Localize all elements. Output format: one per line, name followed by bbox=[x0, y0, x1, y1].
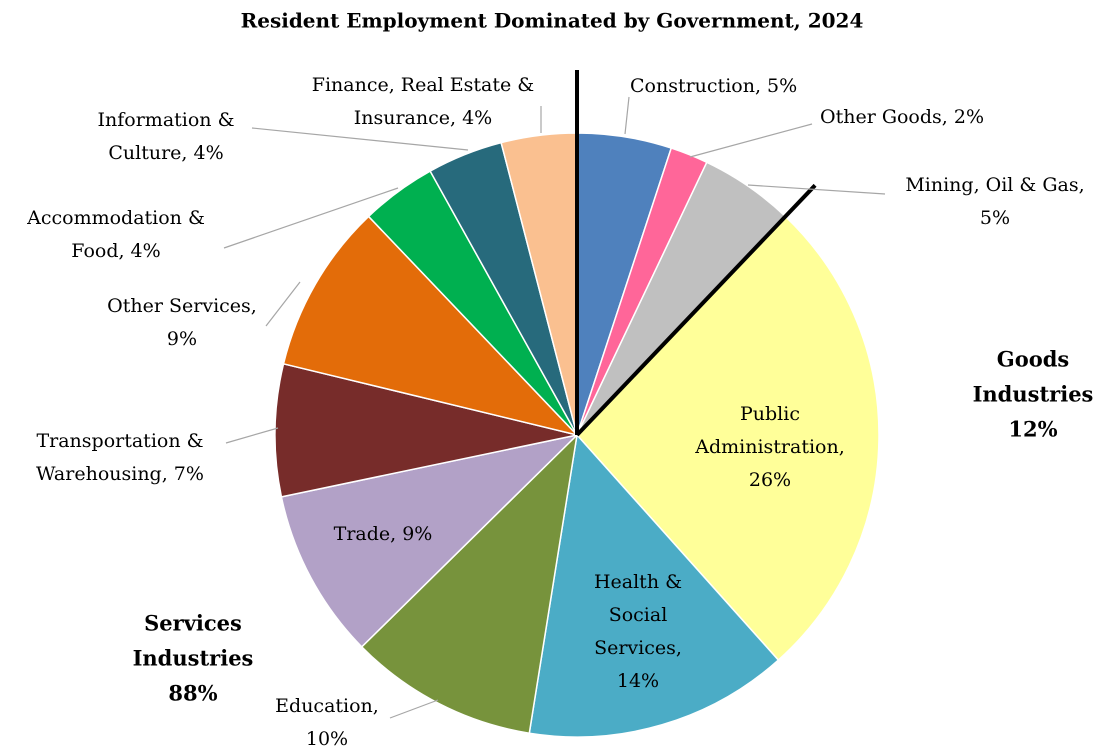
data-label: Finance, Real Estate & bbox=[312, 74, 535, 96]
data-label: Other Goods, 2% bbox=[820, 106, 984, 128]
data-label: Information & bbox=[98, 109, 235, 131]
data-label: Education, bbox=[275, 695, 379, 717]
data-label: 14% bbox=[617, 670, 659, 692]
annotation: Industries bbox=[133, 646, 254, 671]
annotation: Industries bbox=[973, 382, 1094, 407]
data-label: 10% bbox=[306, 728, 348, 748]
pie-slice bbox=[274, 362, 578, 498]
data-label: Warehousing, 7% bbox=[36, 463, 204, 485]
pie-slice bbox=[528, 433, 780, 738]
pie-slice bbox=[282, 215, 580, 437]
pie-slice bbox=[280, 433, 580, 648]
data-label: Food, 4% bbox=[71, 240, 160, 262]
data-label: 9% bbox=[167, 328, 197, 350]
group-divider bbox=[575, 183, 817, 437]
leader-line bbox=[225, 427, 279, 444]
leader-line bbox=[624, 96, 630, 135]
pie-slice bbox=[360, 432, 579, 735]
data-label: Insurance, 4% bbox=[354, 107, 492, 129]
data-label: Other Services, bbox=[107, 295, 257, 317]
data-label: Public bbox=[740, 403, 800, 425]
data-label: 26% bbox=[749, 469, 791, 491]
annotation: Goods bbox=[997, 347, 1069, 372]
data-label: Accommodation & bbox=[26, 207, 205, 229]
leader-line bbox=[251, 127, 469, 151]
data-label: Mining, Oil & Gas, bbox=[905, 174, 1084, 196]
leader-line bbox=[265, 281, 301, 327]
leader-line bbox=[689, 123, 813, 158]
data-label: Administration, bbox=[694, 436, 845, 458]
data-label: Trade, 9% bbox=[334, 523, 433, 545]
data-label: 5% bbox=[980, 207, 1010, 229]
annotation: 12% bbox=[1008, 417, 1057, 442]
data-label: Construction, 5% bbox=[630, 75, 797, 97]
leader-line bbox=[223, 187, 399, 249]
annotation: Services bbox=[144, 611, 242, 636]
data-label: Transportation & bbox=[36, 430, 203, 452]
chart-title: Resident Employment Dominated by Governm… bbox=[241, 9, 864, 33]
data-label: Services, bbox=[594, 637, 682, 659]
annotation: 88% bbox=[168, 681, 217, 706]
leader-line bbox=[389, 699, 439, 719]
pie-slice bbox=[575, 215, 880, 662]
data-label: Culture, 4% bbox=[108, 142, 223, 164]
leader-line bbox=[747, 184, 886, 195]
data-label: Health & bbox=[594, 571, 682, 593]
data-label: Social bbox=[609, 604, 668, 626]
